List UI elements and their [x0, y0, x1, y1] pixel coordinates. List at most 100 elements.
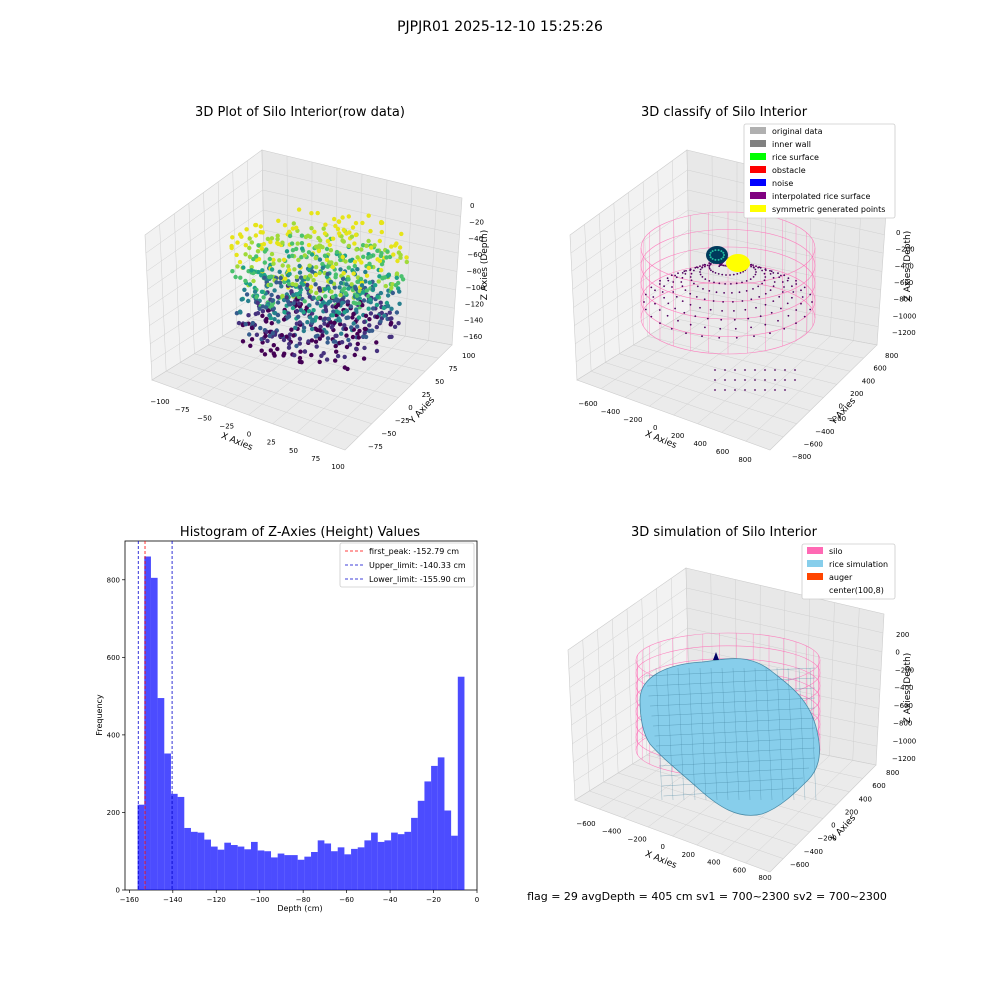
- classify-point: [674, 274, 676, 277]
- sim-mesh-line: [699, 667, 707, 801]
- raw-point: [338, 267, 343, 272]
- histogram-bar: [337, 847, 345, 890]
- raw-point: [343, 291, 348, 296]
- raw-y-ticks: −75 −50 −25 0 25 50 75 100: [368, 352, 475, 451]
- histogram-bar: [277, 853, 285, 890]
- raw-point: [331, 309, 336, 314]
- classify-point: [675, 295, 678, 298]
- raw-point: [369, 245, 374, 250]
- classify-point: [759, 315, 762, 318]
- raw-point: [384, 255, 389, 260]
- raw-point: [299, 241, 305, 246]
- raw-point: [361, 356, 367, 361]
- raw-point: [249, 240, 255, 245]
- classify-point: [764, 276, 767, 278]
- classify-point: [685, 332, 687, 335]
- classify-point: [643, 301, 645, 303]
- raw-point: [325, 238, 331, 244]
- raw-point: [342, 354, 347, 360]
- classify-point: [722, 264, 725, 267]
- raw-point: [235, 264, 240, 269]
- raw-point: [327, 299, 333, 304]
- raw-point: [287, 332, 293, 337]
- classify-point: [735, 336, 738, 339]
- raw-point: [309, 226, 314, 231]
- classify-point: [714, 272, 717, 274]
- sim-mesh-line: [666, 667, 674, 801]
- raw-point: [367, 317, 372, 322]
- classify-legend-swatch: [750, 192, 766, 199]
- classify-point: [735, 282, 738, 285]
- raw-point: [280, 240, 285, 245]
- histogram-bar: [351, 848, 358, 890]
- raw-point: [389, 244, 394, 249]
- raw-point: [282, 223, 288, 228]
- raw-point: [396, 321, 401, 326]
- raw-point: [306, 250, 312, 255]
- grid-line: [203, 192, 209, 346]
- simulation-z-ticks: 200 0 −200 −400 −600 −800 −1000 −1200: [892, 631, 916, 763]
- classify-point: [724, 369, 726, 371]
- raw-point: [267, 274, 272, 280]
- classify-point: [708, 262, 711, 264]
- axis-tick-label: −400: [601, 408, 620, 416]
- grid-line: [626, 608, 633, 765]
- raw-plot-title: 3D Plot of Silo Interior(row data): [195, 105, 405, 120]
- histogram-bar: [424, 781, 432, 890]
- raw-point: [291, 221, 296, 226]
- classify-point: [764, 292, 767, 295]
- raw-point: [283, 276, 288, 281]
- raw-point: [313, 244, 319, 249]
- raw-point: [338, 257, 343, 263]
- raw-point: [378, 319, 383, 324]
- raw-point: [289, 241, 295, 246]
- axis-tick-label: −600: [576, 820, 595, 828]
- raw-point: [370, 286, 376, 292]
- raw-point: [251, 278, 256, 284]
- raw-point: [362, 345, 367, 351]
- raw-point: [290, 253, 295, 258]
- axis-tick-label: −600: [804, 440, 823, 448]
- classify-plot-title: 3D classify of Silo Interior: [641, 105, 808, 120]
- histogram-bar: [271, 857, 278, 890]
- classify-point: [772, 300, 775, 302]
- raw-point: [246, 313, 251, 318]
- raw-point: [355, 324, 360, 329]
- grid-line: [689, 289, 879, 327]
- raw-point: [277, 258, 282, 263]
- axis-tick-label: 600: [733, 866, 746, 874]
- raw-point: [404, 255, 409, 260]
- classify-point: [734, 389, 736, 391]
- classify-point: [658, 283, 661, 285]
- classify-y-ticks: −800 −600 −400 −200 0 200 400 600 800: [792, 352, 898, 461]
- axis-tick-label: −140: [464, 317, 483, 325]
- raw-point: [259, 348, 264, 353]
- raw-point: [351, 300, 356, 305]
- classify-point: [683, 311, 686, 314]
- histogram-bar: [170, 793, 178, 890]
- classify-point: [763, 272, 766, 275]
- raw-point: [335, 353, 341, 359]
- raw-point: [296, 314, 301, 319]
- raw-point: [287, 341, 292, 347]
- classify-point: [661, 291, 664, 293]
- raw-point: [243, 243, 248, 248]
- raw-point: [322, 316, 328, 321]
- classify-point: [704, 326, 706, 329]
- raw-point: [394, 241, 399, 246]
- raw-point: [379, 220, 385, 225]
- raw-point: [346, 265, 351, 270]
- raw-point: [268, 282, 274, 288]
- sim-mesh-line: [649, 697, 816, 707]
- grid-line: [232, 171, 237, 328]
- raw-point: [333, 358, 338, 363]
- raw-point: [392, 324, 398, 329]
- axis-tick-label: −1200: [892, 329, 916, 337]
- axis-tick-label: −1000: [893, 737, 917, 745]
- classify-rice-point: [714, 249, 717, 252]
- classify-point: [701, 266, 703, 269]
- histogram-title: Histogram of Z-Axies (Height) Values: [180, 525, 420, 540]
- classify-point: [741, 300, 744, 302]
- histogram-bar: [411, 817, 418, 890]
- sim-mesh-line: [688, 667, 696, 801]
